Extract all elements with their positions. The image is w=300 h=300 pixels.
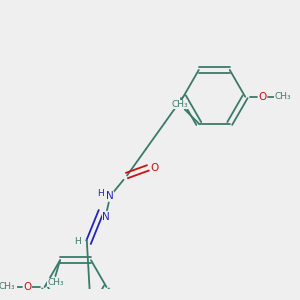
Text: O: O (258, 92, 266, 102)
Text: N: N (102, 212, 110, 222)
Text: CH₃: CH₃ (0, 283, 15, 292)
Text: H: H (74, 238, 81, 247)
Text: O: O (150, 163, 158, 173)
Text: H: H (98, 189, 104, 198)
Text: CH₃: CH₃ (274, 92, 291, 101)
Text: O: O (24, 282, 32, 292)
Text: N: N (106, 191, 114, 201)
Text: CH₃: CH₃ (47, 278, 64, 287)
Text: CH₃: CH₃ (172, 100, 188, 109)
